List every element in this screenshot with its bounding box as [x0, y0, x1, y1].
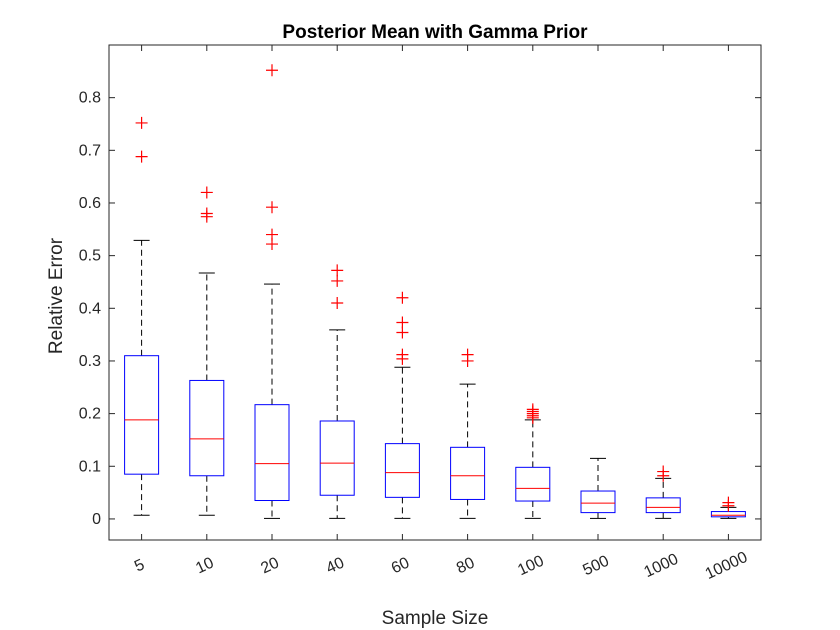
box-iqr — [580, 490, 616, 514]
outlier-marker — [526, 403, 539, 416]
x-tick-label: 20 — [258, 554, 281, 577]
y-tick-label: 0.7 — [79, 142, 101, 159]
outlier-marker — [266, 201, 278, 214]
box-iqr — [319, 420, 355, 496]
box-iqr — [450, 446, 486, 500]
outlier-marker — [266, 228, 278, 241]
box-iqr — [254, 404, 290, 502]
y-tick-label: 0.2 — [79, 406, 101, 423]
outlier-marker — [396, 326, 409, 339]
box-iqr — [124, 355, 160, 475]
x-tick-label: 80 — [454, 554, 477, 577]
y-tick-label: 0.5 — [79, 248, 101, 265]
x-tick-label: 500 — [580, 553, 611, 580]
x-tick-label: 1000 — [642, 551, 682, 581]
x-tick-label: 10 — [193, 554, 216, 577]
outlier-marker — [396, 348, 409, 361]
outlier-marker — [266, 64, 278, 77]
y-tick-label: 0.3 — [79, 353, 101, 370]
outlier-marker — [135, 116, 148, 129]
outlier-marker — [200, 207, 213, 220]
box-iqr — [515, 466, 551, 502]
outlier-marker — [657, 465, 670, 478]
outlier-marker — [396, 316, 409, 329]
chart-title: Posterior Mean with Gamma Prior — [282, 22, 588, 43]
x-tick-label: 60 — [389, 554, 412, 577]
y-tick-label: 0 — [92, 511, 101, 528]
outlier-marker — [135, 150, 148, 163]
x-tick-label: 5 — [132, 556, 147, 575]
box-iqr — [645, 497, 681, 514]
x-tick-label: 40 — [324, 554, 347, 577]
y-tick-label: 0.6 — [79, 195, 101, 212]
y-tick-label: 0.1 — [79, 458, 101, 475]
x-tick-label: 100 — [515, 553, 546, 580]
box-iqr — [384, 443, 420, 498]
y-tick-label: 0.4 — [79, 300, 101, 317]
box-iqr — [710, 511, 746, 518]
x-axis-label: Sample Size — [382, 608, 489, 629]
outlier-marker — [200, 186, 213, 199]
outlier-marker — [461, 348, 474, 361]
outlier-marker — [396, 291, 409, 304]
y-axis-label: Relative Error — [46, 237, 67, 354]
axes-frame — [108, 44, 762, 541]
outlier-marker — [331, 297, 344, 310]
y-tick-label: 0.8 — [79, 90, 101, 107]
outlier-marker — [722, 496, 735, 509]
x-tick-label: 10000 — [703, 549, 751, 583]
outlier-marker — [331, 264, 344, 277]
plot-area: 0 0.1 0.2 0.3 0.4 0.5 0.6 0.7 0.8 5 10 20 40 60 80 100 5… — [79, 44, 762, 583]
box-iqr — [189, 379, 225, 477]
outlier-marker — [331, 274, 344, 287]
